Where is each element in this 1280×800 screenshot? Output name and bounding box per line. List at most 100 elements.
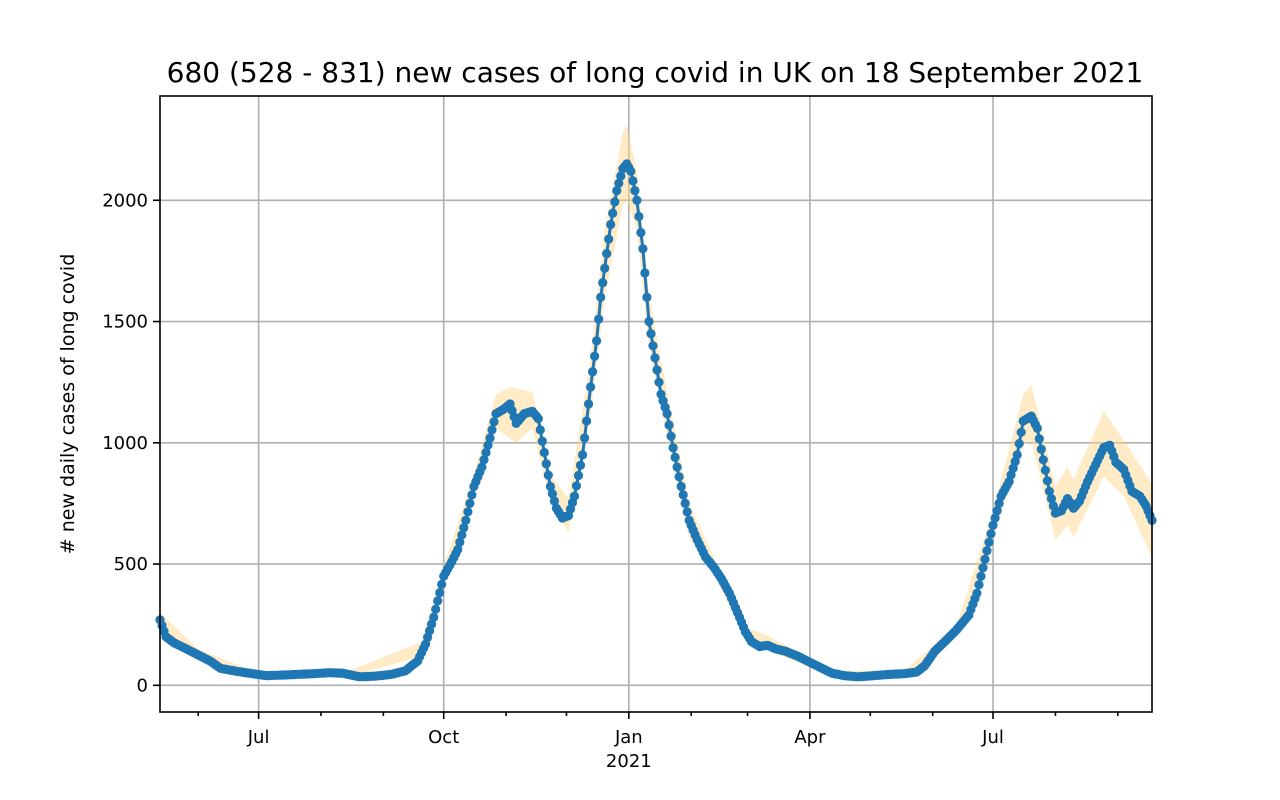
data-point (974, 580, 984, 590)
data-point (604, 234, 614, 244)
data-point (578, 450, 588, 460)
confidence-band (160, 125, 1152, 677)
data-point (632, 195, 642, 205)
data-point (640, 268, 650, 278)
x-tick-label: Jan (614, 727, 643, 748)
data-point (608, 208, 618, 218)
data-point (437, 579, 447, 590)
gridlines (160, 96, 1152, 712)
data-point (465, 498, 475, 508)
data-point (459, 523, 469, 533)
data-point (992, 506, 1002, 516)
data-point (988, 520, 998, 530)
data-point (586, 382, 596, 392)
data-point (549, 496, 560, 506)
data-point (662, 409, 672, 419)
data-point (485, 433, 495, 443)
data-point (616, 171, 626, 181)
data-point (541, 459, 551, 469)
data-point (990, 513, 1000, 523)
data-point (571, 481, 582, 491)
data-point (666, 431, 676, 441)
data-point (433, 596, 443, 606)
data-point (1036, 444, 1046, 454)
data-point (483, 440, 493, 450)
data-point (1012, 450, 1022, 460)
data-point (539, 447, 549, 458)
data-point (431, 604, 441, 614)
data-point (638, 244, 648, 254)
data-point (547, 489, 558, 499)
data-point (1046, 494, 1056, 504)
x-tick-label: Oct (428, 727, 459, 748)
data-point (674, 472, 684, 482)
data-point (680, 498, 690, 508)
data-point (467, 490, 477, 500)
data-point (580, 433, 590, 443)
data-point (455, 537, 465, 547)
data-point (461, 515, 471, 526)
series-line (158, 161, 1154, 679)
y-tick-label: 500 (114, 554, 148, 575)
data-point (984, 537, 994, 547)
data-point (1038, 455, 1048, 465)
data-point (634, 211, 644, 222)
data-point (598, 278, 608, 288)
data-point (978, 563, 988, 573)
data-point (575, 460, 586, 470)
data-point (982, 546, 992, 556)
data-point (588, 367, 598, 377)
data-point (644, 316, 654, 327)
data-point (569, 491, 580, 501)
data-point (650, 353, 660, 363)
data-point (626, 166, 636, 176)
y-tick-label: 1000 (102, 433, 148, 454)
x-tick-sublabel: 2021 (606, 751, 652, 772)
data-point (590, 351, 600, 361)
data-point (986, 529, 996, 539)
chart-title: 680 (528 - 831) new cases of long covid … (167, 56, 1144, 89)
data-point (972, 588, 982, 598)
data-point (636, 228, 646, 238)
data-point (602, 249, 612, 259)
data-point (477, 462, 487, 472)
data-point (1016, 427, 1026, 437)
data-point (457, 530, 467, 540)
data-point (479, 455, 489, 465)
data-point (672, 462, 682, 472)
data-point (596, 292, 606, 302)
data-point (670, 452, 680, 462)
data-point (435, 588, 445, 598)
data-point (654, 377, 664, 387)
data-point (994, 498, 1004, 508)
data-point (614, 178, 624, 188)
data-point (543, 470, 553, 480)
x-tick-label: Jul (247, 727, 270, 748)
data-point (600, 263, 610, 273)
data-point (429, 612, 439, 623)
data-point (980, 554, 990, 564)
data-point (610, 197, 620, 207)
data-point (594, 314, 604, 324)
y-tick-label: 2000 (102, 190, 148, 211)
data-point (612, 186, 622, 196)
data-point (976, 571, 986, 581)
axis-ticks: 0 500 1000 1500 2000 Jul Oct Jan 2021 Apr Jul (102, 190, 1119, 772)
data-point (489, 417, 499, 427)
plot-frame (159, 95, 1153, 713)
data-point (592, 336, 602, 346)
data-point (682, 507, 692, 517)
data-point (1034, 434, 1044, 444)
data-point (573, 470, 584, 481)
series-line-layer (158, 161, 1154, 679)
data-point (1042, 476, 1052, 486)
confidence-band-area (160, 125, 1152, 677)
data-point (463, 507, 473, 517)
data-point (664, 420, 674, 430)
data-point (646, 329, 656, 339)
x-tick-label: Jul (981, 727, 1004, 748)
series-points (155, 159, 1157, 682)
data-point (628, 176, 638, 186)
data-point (582, 416, 592, 426)
data-point (648, 341, 658, 351)
